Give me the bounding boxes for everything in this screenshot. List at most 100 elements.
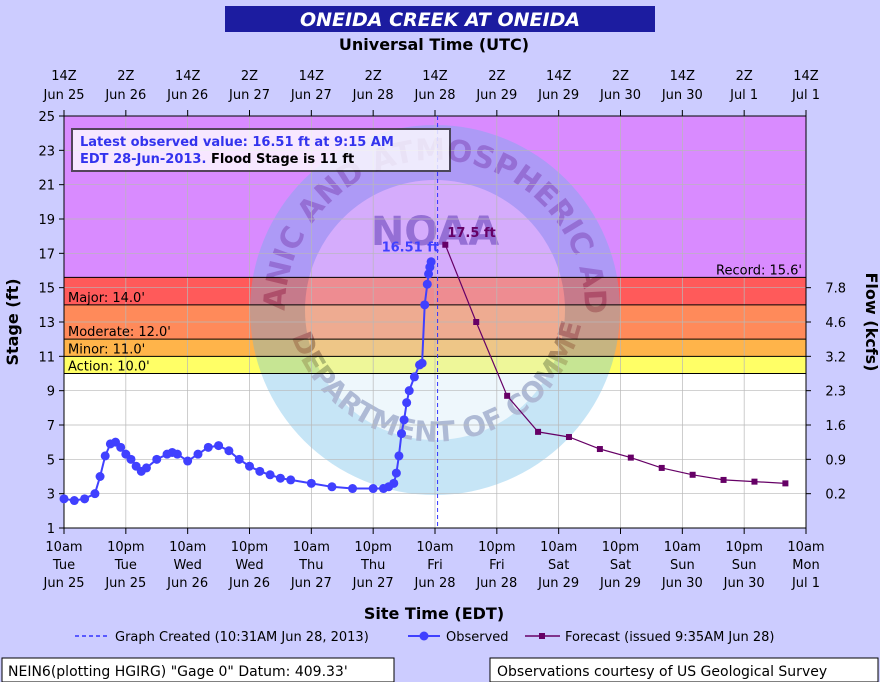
utc-tick-date: Jun 27 bbox=[228, 88, 270, 103]
observed-peak-label: 16.51 ft bbox=[382, 241, 440, 256]
forecast-point bbox=[473, 319, 480, 325]
flow-tick-label: 0.9 bbox=[825, 453, 846, 468]
site-tick-time: 10am bbox=[540, 540, 577, 555]
observed-point bbox=[389, 478, 399, 488]
observed-point bbox=[193, 449, 203, 459]
stage-tick-label: 17 bbox=[38, 247, 55, 262]
utc-tick-hour: 2Z bbox=[241, 69, 258, 84]
stage-tick-label: 7 bbox=[47, 419, 55, 434]
utc-tick-hour: 2Z bbox=[612, 69, 629, 84]
site-tick-date: Jun 30 bbox=[723, 576, 765, 591]
forecast-point bbox=[442, 241, 449, 248]
annotation-line1: Latest observed value: 16.51 ft at 9:15 … bbox=[80, 135, 394, 150]
site-tick-date: Jun 28 bbox=[475, 576, 517, 591]
legend-created-label: Graph Created (10:31AM Jun 28, 2013) bbox=[115, 630, 369, 645]
observed-point bbox=[234, 454, 244, 464]
observed-point bbox=[224, 446, 234, 456]
site-tick-date: Jun 25 bbox=[104, 576, 146, 591]
stage-tick-label: 19 bbox=[38, 213, 55, 228]
stage-tick-label: 25 bbox=[38, 110, 55, 125]
forecast-point bbox=[720, 476, 727, 483]
site-tick-day: Sun bbox=[670, 558, 695, 573]
site-tick-day: Sat bbox=[610, 558, 631, 573]
annotation-line2: EDT 28-Jun-2013. Flood Stage is 11 ft bbox=[80, 152, 354, 167]
observed-point bbox=[404, 386, 414, 396]
utc-tick-date: Jun 28 bbox=[414, 88, 456, 103]
utc-tick-hour: 2Z bbox=[488, 69, 505, 84]
site-tick-time: 10am bbox=[416, 540, 453, 555]
site-tick-date: Jun 25 bbox=[43, 576, 85, 591]
observed-point bbox=[183, 456, 193, 466]
latest-observed-annotation: Latest observed value: 16.51 ft at 9:15 … bbox=[71, 128, 451, 172]
observed-point bbox=[424, 269, 434, 279]
utc-tick-hour: 14Z bbox=[546, 69, 572, 84]
observed-point bbox=[69, 496, 79, 506]
utc-tick-date: Jun 26 bbox=[166, 88, 208, 103]
stage-tick-label: 15 bbox=[38, 282, 55, 297]
flow-tick-label: 7.8 bbox=[825, 282, 846, 297]
site-tick-time: 10pm bbox=[478, 540, 515, 555]
observed-point bbox=[327, 482, 337, 492]
utc-tick-date: Jul 1 bbox=[729, 88, 758, 103]
site-tick-date: Jun 26 bbox=[228, 576, 270, 591]
utc-tick-hour: 14Z bbox=[175, 69, 201, 84]
site-tick-day: Tue bbox=[114, 558, 137, 573]
utc-tick-date: Jun 29 bbox=[537, 88, 579, 103]
stage-tick-label: 3 bbox=[47, 488, 55, 503]
title-bar bbox=[225, 6, 655, 32]
utc-tick-date: Jun 30 bbox=[661, 88, 703, 103]
site-tick-date: Jun 26 bbox=[166, 576, 208, 591]
utc-tick-hour: 14Z bbox=[299, 69, 325, 84]
observed-point bbox=[286, 475, 296, 485]
zone-lines: Record: 15.6' Major: 14.0' Moderate: 12.0'… bbox=[64, 263, 806, 375]
observed-point bbox=[409, 372, 419, 382]
forecast-point bbox=[751, 478, 758, 485]
site-tick-date: Jun 29 bbox=[537, 576, 579, 591]
flow-tick-label: 0.2 bbox=[825, 488, 846, 503]
footer-left-box bbox=[1, 657, 395, 682]
forecast-point bbox=[596, 446, 603, 453]
zone-label-record: Record: 15.6' bbox=[716, 263, 802, 278]
observed-point bbox=[255, 466, 265, 476]
y-left-label: Stage (ft) bbox=[3, 278, 22, 365]
utc-tick-date: Jun 27 bbox=[290, 88, 332, 103]
forecast-point bbox=[535, 428, 542, 435]
zone-label-major: Major: 14.0' bbox=[68, 291, 145, 306]
observed-point bbox=[126, 454, 136, 464]
observed-point bbox=[391, 468, 401, 478]
site-axis-title: Site Time (EDT) bbox=[364, 604, 504, 623]
observed-point bbox=[100, 451, 110, 461]
site-tick-day: Mon bbox=[792, 558, 819, 573]
zone-label-action: Action: 10.0' bbox=[68, 360, 150, 375]
site-tick-day: Fri bbox=[489, 558, 505, 573]
utc-time-axis: 14Z Jun 25 2Z Jun 26 14Z Jun 26 2Z Jun 27 14Z Jun… bbox=[43, 69, 820, 116]
utc-tick-date: Jun 30 bbox=[599, 88, 641, 103]
site-tick-time: 10pm bbox=[602, 540, 639, 555]
site-tick-time: 10pm bbox=[354, 540, 391, 555]
observed-point bbox=[152, 454, 162, 464]
observed-point bbox=[399, 415, 409, 425]
stage-tick-label: 11 bbox=[38, 350, 55, 365]
observed-point bbox=[214, 441, 224, 451]
forecast-point bbox=[782, 480, 789, 487]
site-tick-day: Wed bbox=[173, 558, 201, 573]
site-tick-time: 10pm bbox=[107, 540, 144, 555]
utc-tick-date: Jun 29 bbox=[475, 88, 517, 103]
observed-point bbox=[275, 473, 285, 483]
site-time-axis: 10am Tue Jun 25 10pm Tue Jun 25 10am Wed Jun 26 1… bbox=[43, 528, 825, 591]
site-tick-day: Tue bbox=[52, 558, 75, 573]
utc-tick-date: Jun 28 bbox=[352, 88, 394, 103]
observed-point bbox=[90, 489, 100, 499]
site-tick-time: 10am bbox=[664, 540, 701, 555]
observed-point bbox=[348, 484, 358, 494]
site-tick-date: Jul 1 bbox=[791, 576, 820, 591]
observed-point bbox=[420, 300, 430, 310]
observed-point bbox=[402, 398, 412, 408]
stage-tick-label: 23 bbox=[38, 144, 55, 159]
footer-left-text: NEIN6(plotting HGIRG) "Gage 0" Datum: 40… bbox=[8, 664, 348, 680]
observed-point bbox=[422, 279, 432, 289]
observed-point bbox=[59, 494, 69, 504]
site-tick-time: 10pm bbox=[725, 540, 762, 555]
